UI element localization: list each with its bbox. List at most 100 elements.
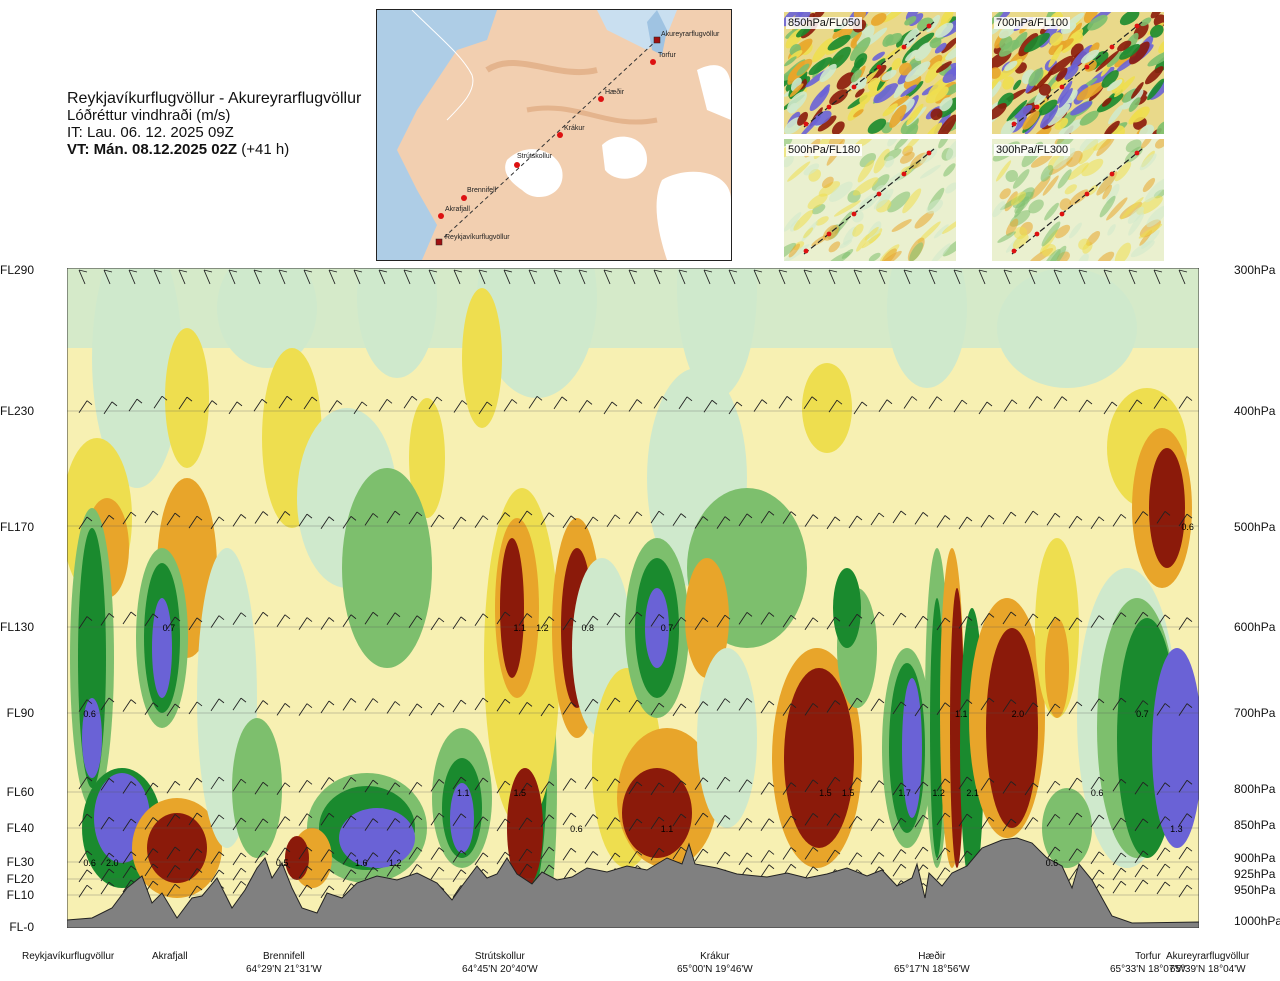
mini-map-cell	[1128, 212, 1145, 236]
wind-barb	[342, 869, 357, 883]
mini-map-cell	[887, 139, 899, 147]
wind-barb	[496, 780, 511, 794]
mini-map-cell	[811, 204, 826, 215]
wind-barb	[430, 866, 445, 880]
wind-barb	[430, 847, 445, 860]
mini-map-cell	[1005, 218, 1019, 236]
mini-map-cell	[999, 188, 1011, 200]
hpa-label-925: 925hPa	[1234, 867, 1276, 881]
map-label-akureyri: Akureyrarflugvöllur	[661, 31, 720, 38]
wind-barb	[364, 866, 379, 880]
value-label: 0.6	[1091, 788, 1104, 798]
mini-map-cell	[1146, 205, 1164, 228]
mini-map-cell	[882, 12, 907, 23]
mini-map-cell	[1010, 191, 1026, 206]
mini-map-cell	[929, 37, 942, 49]
station-name: Hæðir	[918, 951, 946, 962]
wind-barb	[848, 777, 863, 790]
wind-barb	[1090, 698, 1105, 712]
wind-barb	[386, 849, 401, 863]
wind-barb	[1046, 780, 1061, 794]
value-label: 0.6	[1181, 522, 1194, 532]
wind-barb	[760, 612, 775, 625]
wind-barb	[386, 782, 401, 795]
mini-map-300: 300hPa/FL300	[992, 139, 1164, 261]
wind-barb	[1003, 269, 1013, 285]
wind-barb	[276, 847, 291, 861]
station-name: Torfur	[1135, 951, 1161, 962]
wind-barb	[342, 614, 357, 627]
mini-map-cell	[1095, 50, 1120, 72]
field-region	[147, 813, 207, 883]
mini-map-cell	[945, 139, 956, 160]
station-torfur: Torfur 65°33'N 18°07'W	[1110, 951, 1186, 975]
wind-barb	[936, 867, 951, 880]
wind-barb	[903, 396, 918, 409]
wind-barb	[100, 852, 115, 866]
wind-barb	[1002, 611, 1017, 625]
wind-barb	[672, 616, 687, 630]
mini-map-cell	[857, 159, 875, 183]
wind-barb	[298, 779, 313, 793]
mini-map-cell	[1140, 17, 1152, 27]
wind-barb	[1156, 863, 1171, 877]
mini-map-point	[851, 211, 857, 217]
mini-map-cell	[1042, 175, 1059, 196]
wind-barb	[364, 852, 379, 865]
wind-barb	[496, 698, 511, 712]
wind-barb	[606, 778, 621, 792]
mini-map-cell	[882, 34, 894, 47]
wind-barb	[936, 812, 951, 826]
mini-map-cell	[933, 224, 949, 239]
wind-barb	[716, 516, 731, 529]
station-name: Brennifell	[263, 951, 305, 962]
station-coord: 64°29'N 21°31'W	[246, 964, 322, 975]
wind-barb	[848, 697, 863, 711]
wind-barb	[1178, 396, 1193, 409]
wind-barb	[210, 698, 225, 712]
wind-barb	[738, 697, 753, 711]
wind-barb	[540, 703, 555, 717]
wind-barb	[672, 780, 687, 794]
wind-barb	[958, 776, 973, 790]
wind-barb	[453, 269, 463, 285]
wind-barb	[1046, 512, 1061, 526]
wind-barb	[728, 401, 743, 415]
wind-barb	[166, 780, 181, 794]
wind-barb	[1128, 269, 1138, 285]
wind-barb	[166, 814, 181, 827]
mini-map-cell	[872, 51, 885, 61]
mini-map-cell	[1096, 93, 1124, 113]
field-region	[950, 588, 964, 868]
mini-map-cell	[1102, 184, 1112, 200]
field-region	[339, 808, 415, 868]
wind-barb	[153, 269, 163, 285]
wind-barb	[378, 398, 393, 412]
mini-map-cell	[1023, 32, 1050, 53]
mini-map-point	[851, 84, 857, 90]
mini-map-cell	[934, 42, 947, 54]
mini-map-cell	[1131, 106, 1150, 123]
wind-barb	[298, 703, 313, 716]
mini-map-point	[876, 64, 882, 70]
wind-barb	[1156, 703, 1171, 716]
mini-map-cell	[1080, 49, 1100, 64]
wind-barb	[320, 885, 335, 899]
mini-map-cell	[995, 160, 1012, 182]
mini-map-cell	[1150, 12, 1163, 19]
mini-map-cell	[1079, 110, 1099, 126]
mini-map-cell	[1106, 51, 1123, 68]
mini-map-cell	[939, 97, 953, 112]
wind-barb	[958, 813, 973, 827]
wind-barb	[760, 510, 775, 524]
wind-barb	[694, 848, 709, 862]
fl-label-230: FL230	[0, 404, 35, 418]
wind-barb	[653, 396, 668, 409]
mini-map-cell	[849, 37, 871, 61]
wind-barb	[298, 884, 313, 898]
wind-barb	[478, 401, 493, 415]
wind-barb	[892, 817, 907, 831]
hpa-label-300: 300hPa	[1234, 263, 1276, 277]
mini-map-cell	[882, 103, 898, 117]
fl-label-0: FL-0	[9, 920, 34, 934]
